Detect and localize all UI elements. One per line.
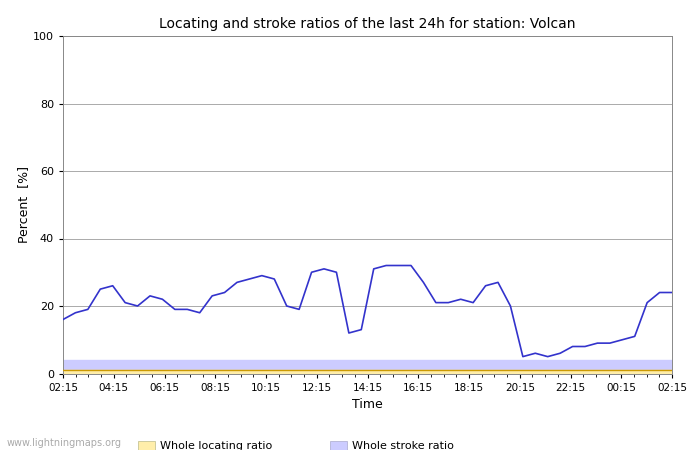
Legend: Whole locating ratio, Locating ratio station Volcan, Whole stroke ratio, Stroke : Whole locating ratio, Locating ratio sta… [134, 436, 504, 450]
Y-axis label: Percent  [%]: Percent [%] [18, 166, 30, 243]
Text: www.lightningmaps.org: www.lightningmaps.org [7, 438, 122, 448]
X-axis label: Time: Time [352, 398, 383, 411]
Title: Locating and stroke ratios of the last 24h for station: Volcan: Locating and stroke ratios of the last 2… [160, 17, 575, 31]
